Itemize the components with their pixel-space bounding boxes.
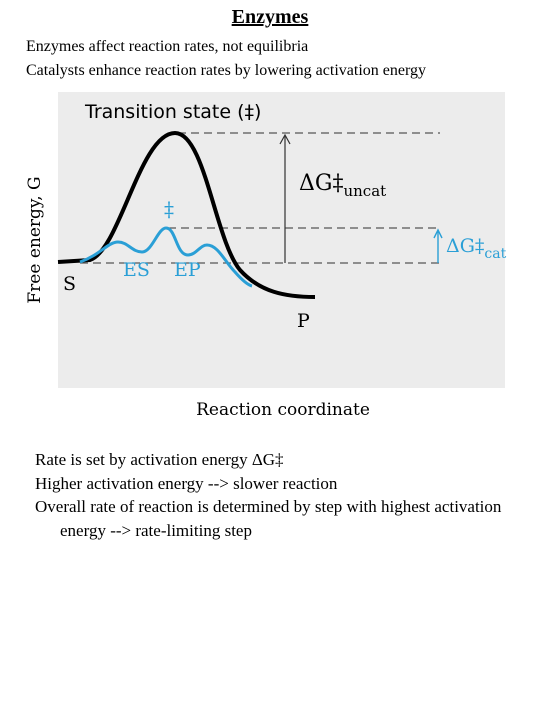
- catalyzed-curve: [79, 226, 253, 288]
- arrows: [279, 133, 291, 263]
- uncat-label: ΔG‡uncat: [299, 171, 386, 200]
- uncatalyzed-curve: [57, 130, 316, 299]
- bullet: Rate is set by activation energy ΔG‡: [35, 450, 284, 469]
- x-label: Reaction coordinate: [196, 400, 370, 420]
- s-label: S: [63, 273, 76, 295]
- cat-arrow: [433, 228, 443, 263]
- es-label: ES: [123, 259, 150, 281]
- uncat-symbol: ΔG‡: [299, 171, 343, 196]
- uncat-sub: uncat: [343, 182, 386, 200]
- bullet: Higher activation energy --> slower reac…: [35, 474, 338, 493]
- cat-symbol: ΔG‡: [446, 235, 484, 257]
- intro-line: Enzymes affect reaction rates, not equil…: [26, 38, 309, 55]
- cat-sub: cat: [484, 246, 506, 262]
- cat-label: ΔG‡cat: [446, 235, 507, 262]
- p-label: P: [297, 310, 310, 332]
- bullet: Overall rate of reaction is determined b…: [35, 497, 502, 540]
- intro-line: Catalysts enhance reaction rates by lowe…: [26, 62, 426, 79]
- title: Enzymes: [231, 6, 309, 28]
- diagram: Transition state (‡) Free energy, G Reac…: [25, 92, 507, 420]
- dashed-levels: [80, 132, 440, 264]
- y-label: Free energy, G: [25, 176, 45, 303]
- diagram-title: Transition state (‡): [84, 101, 261, 123]
- ep-label: EP: [174, 259, 201, 281]
- cat-ts-label: ‡: [164, 197, 174, 221]
